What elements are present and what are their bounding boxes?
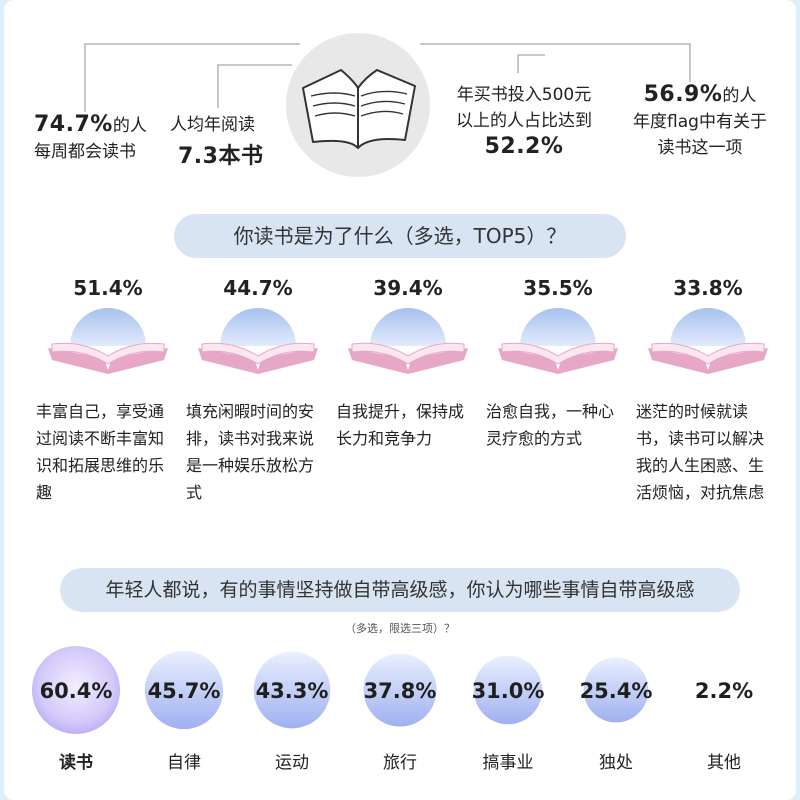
stat-annual-reading-value: 7.3本书 — [178, 144, 264, 169]
stat-weekly-readers-text: 每周都会读书 — [34, 142, 136, 162]
top-connector-lines — [84, 43, 691, 112]
bubble-6 — [583, 657, 649, 723]
stat-book-spending-text2: 以上的人占比达到 — [456, 111, 592, 131]
stat-annual-reading: 人均年阅读 7.3本书 — [170, 112, 263, 170]
bubble-4 — [363, 653, 437, 727]
reason-label-3: 自我提升，保持成长力和竞争力 — [336, 402, 465, 448]
stat-reading-flag-text2: 读书这一项 — [657, 138, 743, 158]
reason-label-5: 迷茫的时候就读书，读书可以解决我的人生困惑、生活烦恼，对抗焦虑 — [636, 402, 765, 502]
q2-subtitle: （多选，限选三项）？ — [345, 622, 455, 635]
reason-label-4: 治愈自我，一种心灵疗愈的方式 — [486, 402, 615, 448]
bubble-value-4: 37.8% — [364, 679, 437, 703]
stat-weekly-readers-suffix: 的人 — [112, 116, 147, 136]
bubble-1 — [32, 646, 120, 734]
stat-reading-flag-text1: 年度flag中有关于 — [633, 112, 767, 132]
bubble-label-2: 自律 — [167, 753, 201, 773]
book-dome-icon — [348, 308, 468, 374]
reason-label-2: 填充闲暇时间的安排，读书对我来说是一种娱乐放松方式 — [186, 402, 315, 502]
stat-weekly-readers: 74.7%的人 每周都会读书 — [34, 112, 147, 165]
reason-value-3: 39.4% — [373, 276, 443, 300]
bubble-value-3: 43.3% — [256, 679, 329, 703]
stat-annual-reading-text: 人均年阅读 — [170, 115, 255, 135]
bubble-value-5: 31.0% — [472, 679, 545, 703]
bubble-value-7: 2.2% — [695, 679, 753, 703]
bubble-label-6: 独处 — [599, 753, 633, 773]
book-dome-icon — [48, 308, 168, 374]
bubble-label-5: 搞事业 — [482, 753, 534, 773]
book-dome-icon — [498, 308, 618, 374]
reason-label-1: 丰富自己，享受通过阅读不断丰富知识和拓展思维的乐趣 — [36, 402, 165, 502]
bubble-3 — [253, 651, 331, 729]
bubble-label-4: 旅行 — [383, 753, 417, 773]
stat-reading-flag-value: 56.9% — [643, 82, 723, 107]
bubble-value-6: 25.4% — [580, 679, 653, 703]
book-dome-icon — [648, 308, 768, 374]
highclass-bubble-chart: 60.4% 45.7% 43.3% 37.8% 31.0% 25.4% 2.2% — [32, 646, 753, 734]
stat-book-spending-text1: 年买书投入500元 — [456, 85, 592, 105]
bubble-value-2: 45.7% — [148, 679, 221, 703]
q1-title: 你读书是为了什么（多选，TOP5）？ — [174, 214, 626, 258]
reason-value-2: 44.7% — [223, 276, 293, 300]
reason-value-5: 33.8% — [673, 276, 743, 300]
q2-title: 年轻人都说，有的事情坚持做自带高级感，你认为哪些事情自带高级感 — [60, 568, 740, 612]
stat-weekly-readers-value: 74.7% — [34, 112, 113, 137]
stat-reading-flag: 56.9%的人 年度flag中有关于 读书这一项 — [625, 82, 775, 161]
reason-value-4: 35.5% — [523, 276, 593, 300]
bubble-label-1: 读书 — [59, 753, 93, 773]
stat-reading-flag-suffix: 的人 — [722, 86, 757, 106]
stat-book-spending-value: 52.2% — [484, 134, 564, 159]
reason-value-1: 51.4% — [73, 276, 143, 300]
bubble-5 — [473, 655, 543, 725]
bubble-label-3: 运动 — [275, 753, 309, 773]
open-book-icon — [286, 33, 430, 177]
bubble-2 — [144, 650, 224, 730]
book-dome-icon — [198, 308, 318, 374]
bubble-label-7: 其他 — [707, 753, 741, 773]
stat-book-spending: 年买书投入500元 以上的人占比达到 52.2% — [454, 82, 594, 159]
bubble-value-1: 60.4% — [40, 679, 113, 703]
